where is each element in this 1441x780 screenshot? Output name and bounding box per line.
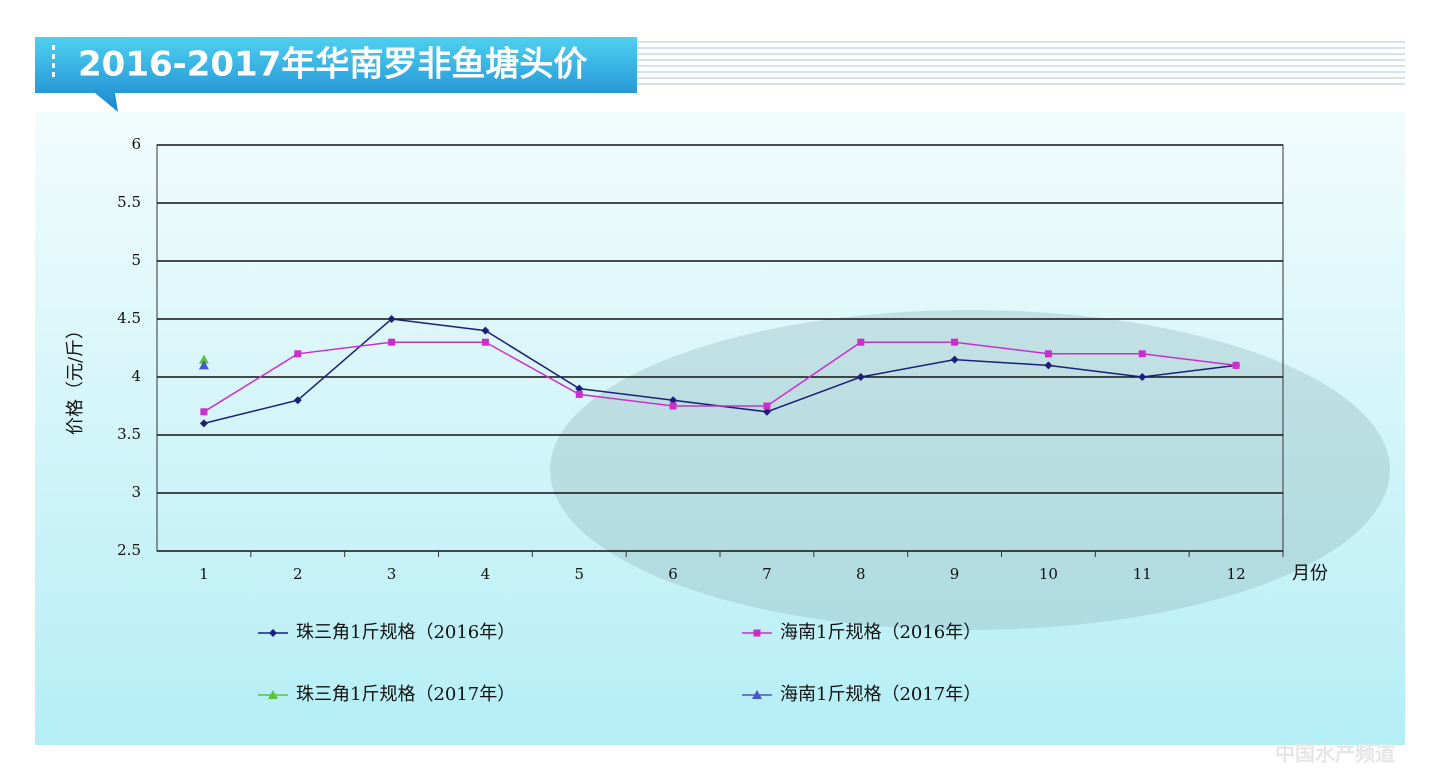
marker	[198, 354, 209, 364]
legend-label: 珠三角1斤规格（2016年）	[296, 622, 515, 643]
marker	[669, 396, 678, 405]
fish-decoration	[550, 310, 1390, 630]
y-tick-label: 3.5	[117, 425, 141, 443]
series-line	[203, 341, 1237, 413]
marker	[1044, 350, 1052, 358]
legend-label: 海南1斤规格（2017年）	[780, 684, 981, 705]
marker	[950, 355, 959, 364]
x-tick-label: 6	[668, 565, 678, 583]
marker	[951, 338, 959, 346]
chart-title: 2016-2017年华南罗非鱼塘头价	[78, 45, 587, 85]
banner-dots	[52, 45, 55, 77]
marker	[1044, 361, 1053, 370]
title-banner	[35, 37, 637, 112]
marker	[293, 396, 302, 405]
marker	[857, 338, 865, 346]
y-tick-label: 3	[131, 483, 141, 501]
legend-label: 珠三角1斤规格（2017年）	[296, 684, 515, 705]
marker	[763, 402, 771, 410]
marker	[856, 373, 865, 381]
legend-marker	[752, 690, 762, 699]
y-axis-label: 价格（元/斤）	[65, 321, 86, 435]
marker	[388, 338, 396, 346]
x-tick-label: 5	[574, 565, 584, 583]
marker	[1138, 373, 1147, 381]
legend-marker	[269, 629, 277, 637]
x-tick-label: 3	[387, 565, 397, 583]
marker	[199, 419, 208, 428]
marker	[481, 338, 489, 346]
legend-label: 海南1斤规格（2016年）	[780, 622, 981, 643]
marker	[762, 407, 771, 416]
y-tick-label: 5	[131, 251, 141, 269]
x-axis-label: 月份	[1292, 563, 1328, 584]
watermark: 中国水产频道	[1275, 742, 1395, 766]
y-tick-label: 6	[131, 135, 141, 153]
marker	[387, 315, 396, 323]
x-tick-label: 4	[481, 565, 491, 583]
y-tick-label: 2.5	[117, 541, 141, 559]
x-tick-label: 7	[762, 565, 772, 583]
marker	[575, 390, 583, 398]
marker	[1232, 361, 1240, 369]
x-tick-label: 9	[950, 565, 960, 583]
marker	[1138, 350, 1146, 358]
y-tick-label: 4.5	[117, 309, 141, 327]
legend-marker	[753, 629, 761, 637]
x-tick-label: 10	[1039, 565, 1058, 583]
y-tick-label: 4	[131, 367, 141, 385]
marker	[200, 408, 208, 416]
marker	[669, 402, 677, 410]
panel	[35, 112, 1405, 745]
x-tick-label: 2	[293, 565, 303, 583]
y-tick-label: 5.5	[117, 193, 141, 211]
x-tick-label: 11	[1133, 565, 1152, 583]
marker	[294, 350, 302, 358]
x-tick-label: 8	[856, 565, 866, 583]
x-tick-label: 1	[199, 565, 209, 583]
x-tick-label: 12	[1227, 565, 1246, 583]
marker	[481, 326, 490, 335]
stripes	[637, 41, 1405, 85]
marker	[575, 384, 584, 393]
legend-marker	[268, 690, 278, 699]
marker	[198, 360, 209, 370]
